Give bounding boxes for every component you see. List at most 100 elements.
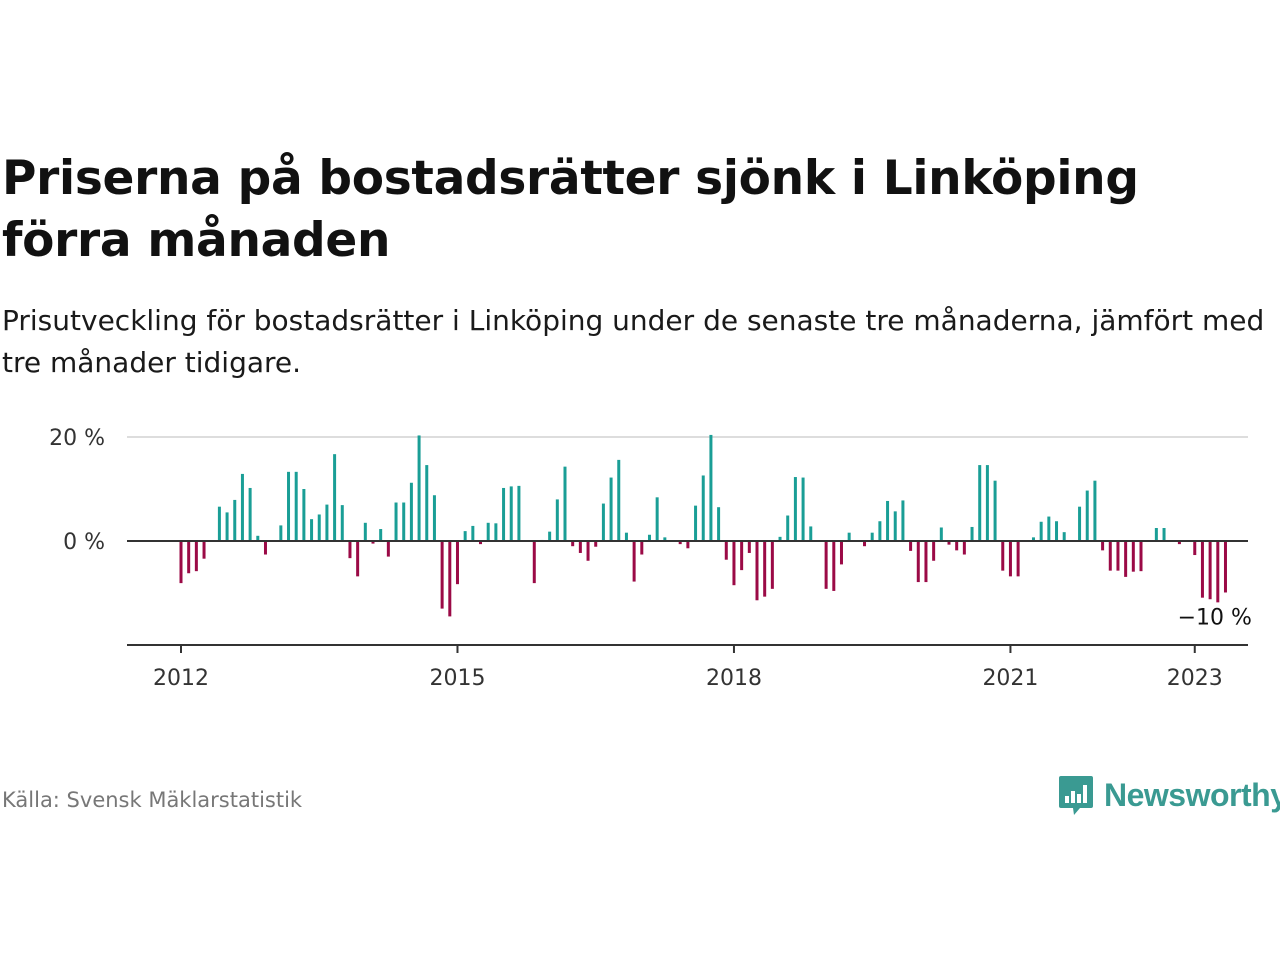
bar bbox=[701, 475, 705, 541]
bar bbox=[640, 541, 644, 555]
bar bbox=[386, 541, 390, 557]
bar bbox=[425, 465, 429, 541]
bar bbox=[1101, 541, 1105, 551]
bar bbox=[609, 477, 613, 541]
bar bbox=[847, 532, 851, 541]
bar bbox=[1062, 532, 1066, 541]
bar bbox=[839, 541, 843, 565]
bar bbox=[248, 487, 252, 541]
axes bbox=[127, 540, 1248, 653]
bar bbox=[471, 525, 475, 541]
bar bbox=[747, 541, 751, 553]
newsworthy-logo-icon bbox=[1059, 776, 1093, 815]
bar bbox=[893, 511, 897, 541]
bar bbox=[448, 541, 452, 617]
bar bbox=[1208, 541, 1212, 600]
bar bbox=[594, 541, 598, 547]
bar bbox=[463, 531, 467, 541]
bar bbox=[240, 473, 244, 541]
bar bbox=[901, 500, 905, 541]
y-tick-label: 0 % bbox=[63, 530, 105, 555]
bar bbox=[709, 434, 713, 541]
bar bbox=[394, 502, 398, 541]
bar bbox=[947, 541, 951, 545]
bar bbox=[578, 541, 582, 553]
bar bbox=[909, 541, 913, 551]
y-tick-label: 20 % bbox=[49, 426, 105, 451]
bar bbox=[755, 541, 759, 601]
bar bbox=[1193, 541, 1197, 556]
bar bbox=[548, 531, 552, 541]
bar bbox=[724, 541, 728, 560]
bar bbox=[225, 512, 229, 541]
bar bbox=[356, 541, 360, 577]
x-tick-label: 2018 bbox=[706, 666, 762, 691]
bar bbox=[801, 477, 805, 541]
bar bbox=[310, 519, 314, 541]
bar bbox=[978, 465, 982, 541]
bar bbox=[233, 499, 237, 541]
bar bbox=[417, 435, 421, 541]
bar bbox=[778, 536, 782, 541]
bar bbox=[916, 541, 920, 583]
bar bbox=[1078, 506, 1082, 541]
bar bbox=[187, 541, 191, 574]
bar-chart: 20 % 0 % 2012 2015 2018 2021 2023 −10 % bbox=[49, 426, 1252, 691]
labels: 20 % 0 % 2012 2015 2018 2021 2023 −10 % bbox=[49, 426, 1252, 691]
bar bbox=[985, 465, 989, 541]
bar bbox=[1047, 516, 1051, 541]
newsworthy-logo[interactable]: Newsworthy bbox=[1058, 774, 1280, 816]
bar bbox=[1116, 541, 1120, 571]
bar bbox=[993, 480, 997, 541]
bar bbox=[1139, 541, 1143, 572]
bar bbox=[1016, 541, 1020, 577]
bar bbox=[686, 541, 690, 549]
bar bbox=[409, 482, 413, 541]
bar bbox=[563, 466, 567, 541]
bar bbox=[786, 515, 790, 541]
bar bbox=[740, 541, 744, 571]
bar bbox=[294, 471, 298, 541]
bar bbox=[678, 541, 682, 545]
bar bbox=[932, 541, 936, 561]
bar bbox=[363, 522, 367, 541]
bar bbox=[962, 541, 966, 555]
bar bbox=[455, 541, 459, 585]
bar bbox=[770, 541, 774, 589]
bar bbox=[217, 506, 221, 541]
bar bbox=[317, 514, 321, 541]
bar bbox=[732, 541, 736, 586]
brand-name: Newsworthy bbox=[1104, 776, 1280, 813]
bar bbox=[333, 454, 337, 541]
bar bbox=[1177, 541, 1181, 545]
last-value-label: −10 % bbox=[1178, 605, 1252, 630]
bar bbox=[647, 534, 651, 541]
bar bbox=[824, 541, 828, 589]
bar bbox=[1162, 528, 1166, 541]
bar bbox=[832, 541, 836, 591]
chart-title: Priserna på bostadsrätter sjönk i Linköp… bbox=[2, 151, 1139, 268]
bar bbox=[509, 486, 513, 541]
bar bbox=[1008, 541, 1012, 577]
bar bbox=[1124, 541, 1128, 577]
bar bbox=[663, 537, 667, 541]
bar bbox=[1085, 490, 1089, 541]
bar bbox=[502, 487, 506, 541]
bar bbox=[617, 459, 621, 541]
bar bbox=[202, 541, 206, 559]
chart-subtitle: Prisutveckling för bostadsrätter i Linkö… bbox=[2, 304, 1265, 379]
bar bbox=[939, 527, 943, 541]
bar bbox=[494, 523, 498, 541]
bar bbox=[287, 471, 291, 541]
bar bbox=[694, 505, 698, 541]
bar bbox=[878, 521, 882, 541]
bar bbox=[371, 541, 375, 544]
bar bbox=[179, 541, 183, 584]
bar bbox=[402, 502, 406, 541]
bar bbox=[555, 499, 559, 541]
bar bbox=[601, 503, 605, 541]
bar bbox=[1223, 541, 1227, 593]
bar bbox=[279, 525, 283, 541]
bar bbox=[1039, 521, 1043, 541]
bar bbox=[624, 532, 628, 541]
